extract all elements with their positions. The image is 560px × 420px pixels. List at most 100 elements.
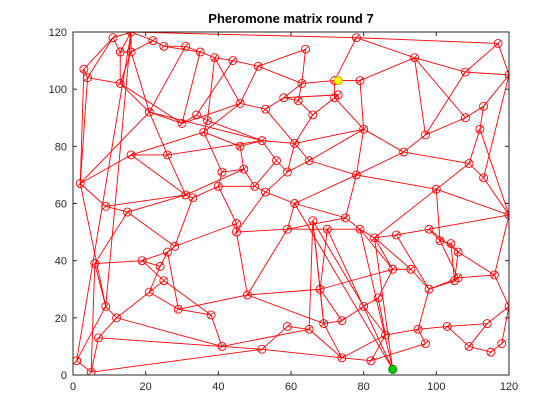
node-marker-slash [215, 183, 222, 190]
node-marker-slash [367, 357, 375, 364]
node-marker-slash [389, 265, 397, 273]
node-marker [75, 179, 85, 188]
node-marker [206, 310, 216, 320]
node-marker [399, 147, 409, 157]
node-marker-slash [505, 74, 509, 79]
node-marker-slash [411, 54, 418, 62]
pheromone-edge [414, 57, 426, 135]
pheromone-edge [436, 188, 509, 216]
node-marker [217, 167, 227, 177]
pheromone-edge [79, 77, 88, 184]
node-marker-slash [356, 225, 364, 233]
node-marker [137, 256, 147, 266]
pheromone-edge [297, 83, 303, 101]
pheromone-edge [167, 252, 179, 310]
node-marker [493, 38, 503, 48]
pheromone-edge [127, 194, 186, 213]
node-marker-slash [207, 311, 215, 319]
node-marker [424, 224, 434, 234]
pheromone-edge [236, 191, 266, 233]
pheromone-edge [254, 185, 266, 193]
node-marker [159, 41, 169, 51]
node-marker-slash [407, 265, 415, 273]
pheromone-edge [374, 188, 437, 239]
node-marker [464, 159, 474, 168]
node-marker [155, 261, 165, 271]
node-marker-slash [462, 114, 469, 122]
pheromone-edge [435, 189, 441, 241]
node-marker [261, 187, 271, 197]
pheromone-edge [178, 308, 212, 316]
node-marker-slash [454, 248, 462, 256]
node-marker-slash [284, 225, 291, 233]
node-marker [337, 353, 347, 363]
node-marker [504, 70, 509, 80]
y-tick-label: 40 [55, 256, 67, 268]
node-marker [108, 33, 118, 43]
node-marker [79, 64, 89, 74]
pheromone-edge [181, 114, 197, 124]
pheromone-edge [301, 49, 306, 84]
node-marker [453, 247, 463, 257]
node-marker [83, 73, 92, 83]
node-marker [479, 173, 489, 183]
node-marker-slash [334, 91, 342, 99]
node-marker-slash [353, 34, 360, 41]
node-marker-slash [262, 105, 269, 113]
node-marker-slash [116, 80, 124, 87]
node-marker-slash [356, 77, 364, 84]
pheromone-edge [192, 185, 219, 199]
node-marker-slash [175, 305, 182, 313]
node-marker-slash [229, 57, 237, 64]
node-marker-slash [218, 168, 226, 176]
pheromone-edge [196, 114, 208, 122]
pheromone-edge [370, 343, 426, 362]
node-marker [330, 93, 340, 103]
pheromone-edge [425, 117, 466, 136]
pheromone-edge [243, 168, 256, 187]
node-marker [282, 224, 292, 234]
pheromone-edge [76, 306, 107, 361]
pheromone-edge [265, 97, 284, 110]
pheromone-edge [98, 337, 222, 347]
pheromone-edge [112, 32, 132, 39]
pheromone-edge [79, 111, 150, 184]
pheromone-edge [79, 69, 85, 184]
node-marker [279, 93, 289, 103]
pheromone-edge [174, 223, 237, 247]
node-marker [370, 233, 380, 243]
node-marker-slash [236, 100, 244, 107]
node-marker-slash [462, 68, 469, 76]
node-marker [355, 224, 365, 234]
node-marker-slash [451, 277, 458, 284]
pheromone-edge [385, 328, 419, 336]
pheromone-edge [483, 74, 509, 178]
pheromone-edge [119, 83, 183, 124]
pheromone-edge [308, 328, 343, 359]
pheromone-edge [149, 291, 179, 310]
node-marker [315, 284, 325, 294]
node-marker [301, 44, 310, 54]
node-marker-slash [138, 257, 146, 264]
pheromone-edge [214, 57, 241, 104]
node-marker [272, 156, 281, 166]
node-marker-slash [505, 305, 509, 310]
pheromone-edge [403, 134, 426, 153]
pheromone-edge [261, 140, 295, 144]
pheromone-edge [428, 214, 509, 230]
pheromone-edge [403, 151, 470, 164]
node-marker [282, 321, 292, 331]
node-marker [351, 33, 361, 43]
node-marker-slash [127, 151, 135, 159]
node-marker-slash [480, 103, 487, 110]
node-marker-slash [338, 317, 346, 324]
pheromone-edge [130, 51, 150, 113]
pheromone-edge [468, 163, 484, 179]
y-tick-label: 80 [55, 141, 67, 153]
pheromone-edge [265, 171, 288, 193]
node-marker-slash [433, 185, 440, 193]
pheromone-edge [465, 105, 484, 119]
pheromone-edge [236, 232, 248, 296]
pheromone-edge [83, 37, 114, 70]
node-marker-slash [320, 320, 327, 327]
